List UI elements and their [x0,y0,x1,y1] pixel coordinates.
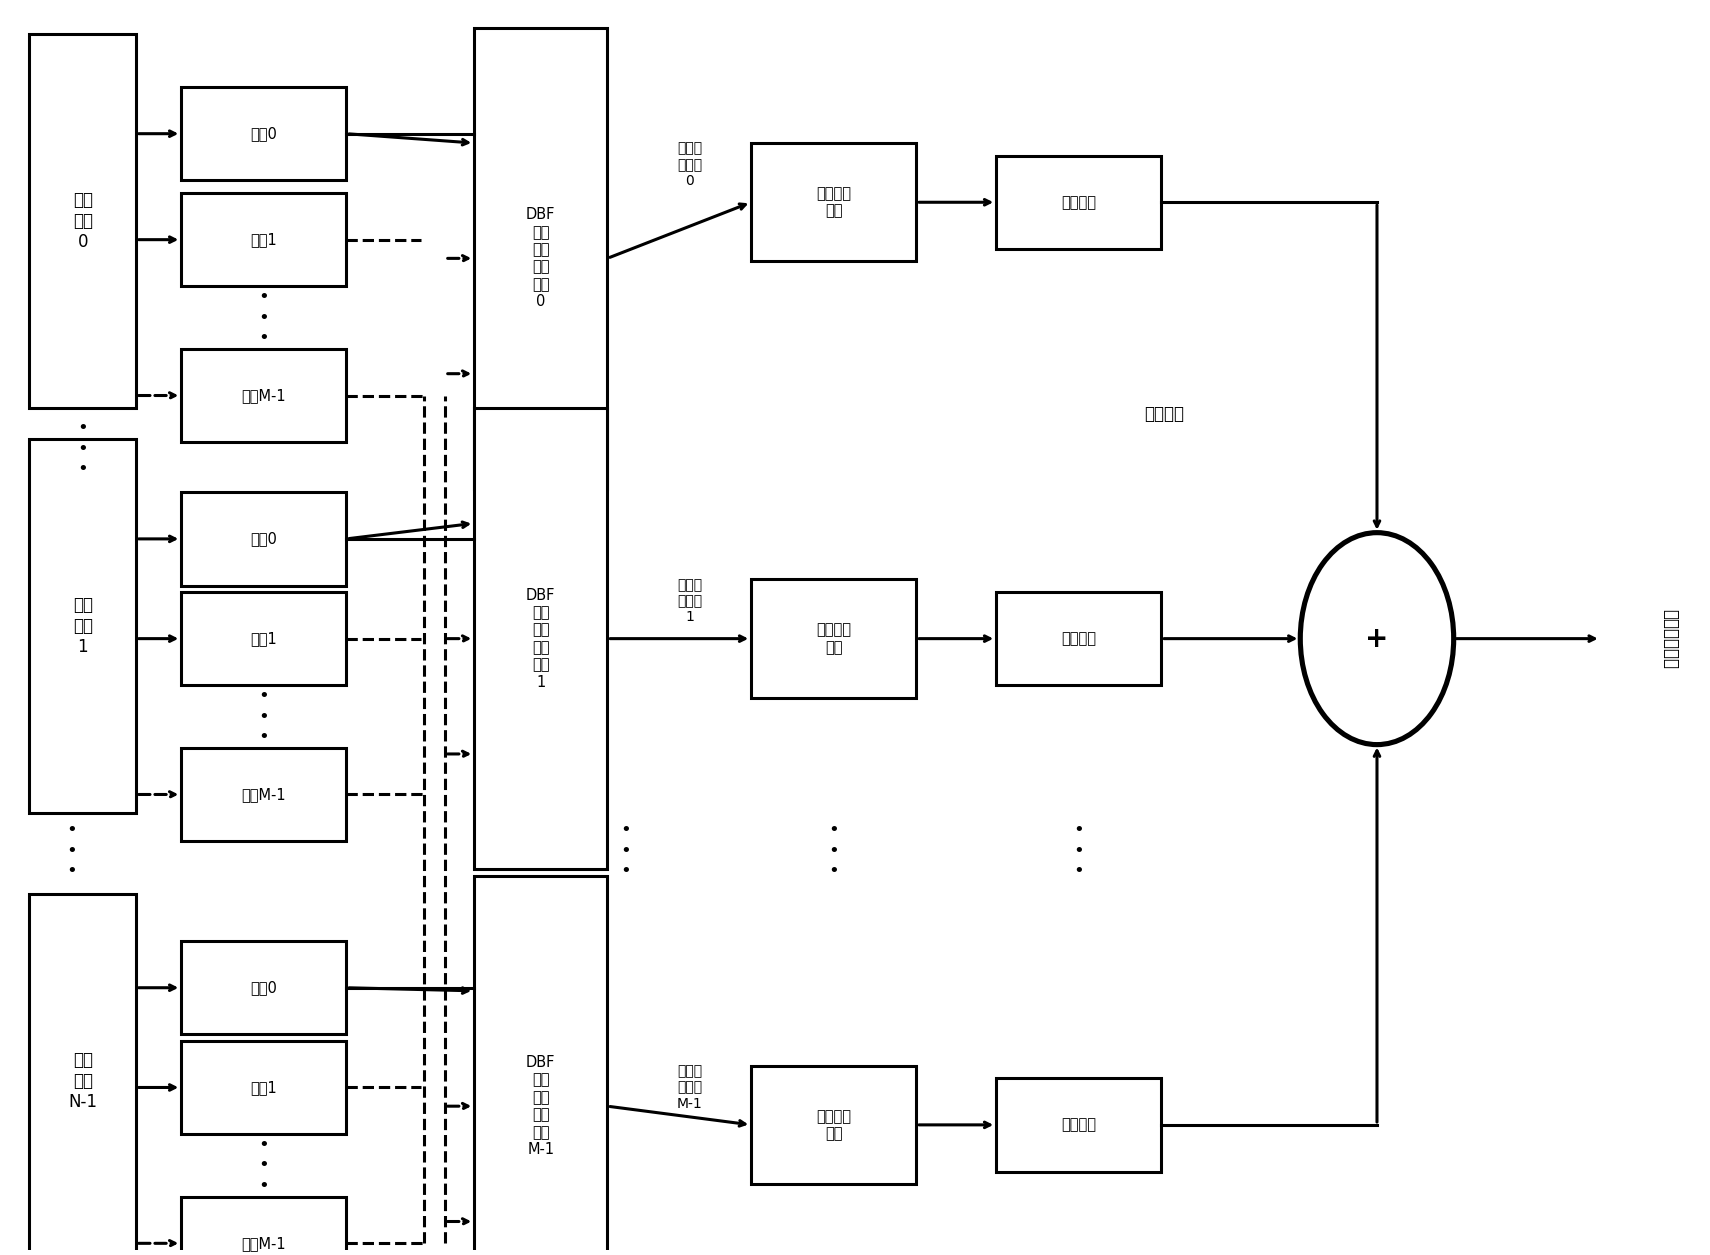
Text: 接收
阵元
0: 接收 阵元 0 [72,191,92,251]
Text: •
•
•: • • • [77,419,87,478]
FancyBboxPatch shape [751,580,917,698]
Text: 方位合
成信号
1: 方位合 成信号 1 [677,579,703,625]
Text: 子市匹配
滤波: 子市匹配 滤波 [816,186,852,218]
FancyBboxPatch shape [29,439,135,813]
Text: 频率搞移: 频率搞移 [1062,195,1096,210]
Text: 子市1: 子市1 [250,1081,277,1094]
FancyBboxPatch shape [29,34,135,408]
Text: •
•
•: • • • [67,821,77,881]
Text: 子市0: 子市0 [250,980,277,995]
Text: 频域合并: 频域合并 [1144,405,1183,423]
Text: 子市0: 子市0 [250,531,277,546]
FancyBboxPatch shape [997,156,1161,248]
Text: DBF
数字
波束
形成
单元
0: DBF 数字 波束 形成 单元 0 [527,207,556,310]
Text: 频率搞移: 频率搞移 [1062,1117,1096,1132]
Text: DBF
数字
波束
形成
单元
M-1: DBF 数字 波束 形成 单元 M-1 [527,1055,556,1157]
Text: 子市M-1: 子市M-1 [241,388,286,403]
Text: +: + [1365,625,1389,653]
Text: 子市M-1: 子市M-1 [241,787,286,802]
Text: 方位合
成信号
0: 方位合 成信号 0 [677,142,703,188]
Text: 子市M-1: 子市M-1 [241,1236,286,1251]
Text: •
•
•: • • • [828,821,840,881]
FancyBboxPatch shape [181,1040,347,1135]
Text: •
•
•: • • • [258,1136,268,1195]
Text: 宽带合成信号: 宽带合成信号 [1660,609,1679,669]
Text: 接收
阵元
1: 接收 阵元 1 [72,596,92,656]
Text: 子市1: 子市1 [250,631,277,646]
FancyBboxPatch shape [181,349,347,442]
FancyBboxPatch shape [474,28,607,489]
FancyBboxPatch shape [474,408,607,870]
Text: •
•
•: • • • [258,287,268,348]
FancyBboxPatch shape [751,143,917,261]
FancyBboxPatch shape [751,1065,917,1185]
FancyBboxPatch shape [181,941,347,1034]
Text: 子市匹配
滤波: 子市匹配 滤波 [816,622,852,655]
FancyBboxPatch shape [181,87,347,181]
Text: 接收
阵元
N-1: 接收 阵元 N-1 [68,1052,97,1111]
FancyBboxPatch shape [181,492,347,586]
FancyBboxPatch shape [997,1078,1161,1172]
FancyBboxPatch shape [181,193,347,286]
Text: 方位合
成信号
M-1: 方位合 成信号 M-1 [677,1064,703,1111]
Text: 子市匹配
滤波: 子市匹配 滤波 [816,1108,852,1141]
FancyBboxPatch shape [997,592,1161,685]
FancyBboxPatch shape [474,876,607,1255]
Text: •
•
•: • • • [258,686,268,747]
FancyBboxPatch shape [29,895,135,1255]
FancyBboxPatch shape [181,1196,347,1255]
Text: •
•
•: • • • [621,821,631,881]
Text: •
•
•: • • • [1074,821,1084,881]
Text: DBF
数字
波束
形成
单元
1: DBF 数字 波束 形成 单元 1 [527,587,556,690]
FancyBboxPatch shape [181,748,347,841]
Ellipse shape [1300,532,1453,744]
Text: 子市1: 子市1 [250,232,277,247]
Text: 子市0: 子市0 [250,127,277,142]
Text: 频率搞移: 频率搞移 [1062,631,1096,646]
FancyBboxPatch shape [181,592,347,685]
